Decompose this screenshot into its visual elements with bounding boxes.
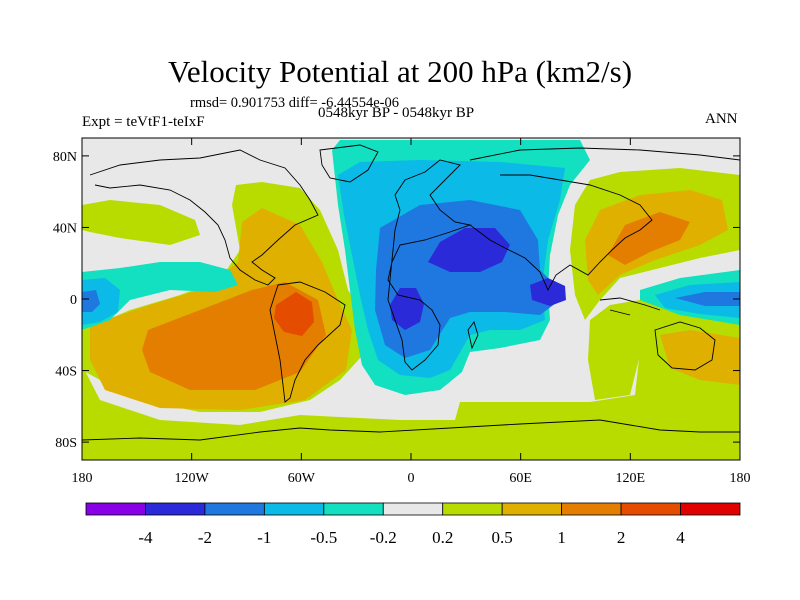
coast-south-america — [269, 281, 346, 403]
lat-label: 40N — [53, 221, 77, 236]
axis-ticks — [81, 138, 741, 460]
colorbar-label: -4 — [138, 528, 153, 547]
lon-label: 180 — [730, 471, 751, 486]
colorbar-label: -0.5 — [310, 528, 337, 547]
stats-label: rmsd= 0.901753 diff= -6.44554e-06 — [190, 95, 399, 111]
season-label: ANN — [705, 111, 738, 127]
western-red-core — [274, 292, 314, 336]
colorbar-label: 4 — [676, 528, 685, 547]
colorbar-label: -1 — [257, 528, 271, 547]
colorbar-box — [620, 502, 681, 516]
colorbar-labels: -4 -2 -1 -0.5 -0.2 0.2 0.5 1 2 4 — [138, 528, 685, 547]
colorbar-label: -0.2 — [370, 528, 397, 547]
axis-labels: 80N 40N 0 40S 80S 180 120W 60W 0 60E 120E 180 — [53, 150, 751, 486]
eastern-dark-blue-india — [530, 278, 566, 306]
east-pacific-blue — [675, 292, 740, 306]
lon-label: 0 — [408, 471, 415, 486]
colorbar-box — [561, 502, 622, 516]
coast-antarctica — [82, 419, 740, 441]
coast-indonesia — [599, 297, 661, 316]
coast-madagascar — [467, 321, 479, 350]
lon-label: 180 — [72, 471, 93, 486]
colorbar-box — [323, 502, 384, 516]
colorbar-label: 1 — [557, 528, 566, 547]
lon-label: 120E — [616, 471, 646, 486]
contour-fills — [82, 138, 740, 460]
colorbar-label: 0.2 — [432, 528, 453, 547]
lat-label: 80N — [53, 150, 77, 165]
colorbar-box — [204, 502, 265, 516]
coast-north-america — [89, 149, 319, 286]
colorbar-label: -2 — [198, 528, 212, 547]
period-label: 0548kyr BP - 0548kyr BP — [318, 105, 475, 121]
coast-greenland — [319, 144, 379, 183]
northwest-green-patch — [82, 200, 200, 245]
colorbar-label: 0.5 — [492, 528, 513, 547]
coast-europe-africa — [387, 159, 472, 371]
east-warm-dark-orange — [608, 212, 690, 265]
eastern-dark-blue-africa — [390, 288, 424, 330]
eastern-mid-blue — [375, 200, 560, 358]
colorbar-box — [680, 502, 741, 516]
southern-green-band — [82, 330, 740, 460]
colorbar-box — [263, 502, 325, 516]
pacific-blue-core — [82, 290, 100, 312]
australia-orange — [660, 330, 740, 385]
lat-label: 40S — [55, 365, 77, 380]
coast-asia — [469, 147, 740, 292]
plot-title: Velocity Potential at 200 hPa (km2/s) — [167, 54, 633, 89]
lon-label: 60W — [288, 471, 316, 486]
coast-australia — [654, 321, 716, 371]
colorbar-boxes — [85, 502, 741, 516]
colorbar-box — [145, 502, 206, 516]
southeast-green — [588, 300, 740, 400]
colorbar-box — [382, 502, 444, 516]
lat-label: 80S — [55, 436, 77, 451]
lon-label: 120W — [175, 471, 210, 486]
pacific-cyan-band — [82, 262, 238, 330]
pacific-light-blue — [82, 278, 120, 325]
eastern-dark-blue-north — [428, 228, 510, 272]
lon-label: 60E — [509, 471, 532, 486]
experiment-label: Expt = teVtF1-teIxF — [82, 114, 205, 130]
lat-label: 0 — [70, 293, 77, 308]
colorbar-box — [442, 502, 503, 516]
colorbar-label: 2 — [617, 528, 626, 547]
colorbar-box — [85, 502, 146, 516]
coastlines — [82, 144, 740, 441]
colorbar-box — [501, 502, 563, 516]
